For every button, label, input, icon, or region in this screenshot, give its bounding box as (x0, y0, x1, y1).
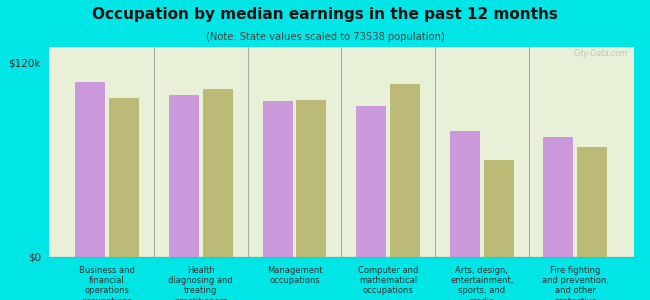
Bar (577, 147, 607, 256)
Bar (390, 84, 420, 256)
Bar (75, 82, 105, 256)
Bar (484, 160, 514, 256)
Text: Occupation by median earnings in the past 12 months: Occupation by median earnings in the pas… (92, 8, 558, 22)
Bar (203, 88, 233, 256)
Bar (169, 95, 199, 256)
Bar (450, 130, 480, 256)
Text: (Note: State values scaled to 73538 population): (Note: State values scaled to 73538 popu… (205, 32, 445, 41)
Bar (543, 137, 573, 256)
Bar (296, 100, 326, 256)
Text: City-Data.com: City-Data.com (574, 49, 628, 58)
Bar (356, 106, 386, 256)
Bar (263, 101, 292, 256)
Bar (109, 98, 139, 256)
